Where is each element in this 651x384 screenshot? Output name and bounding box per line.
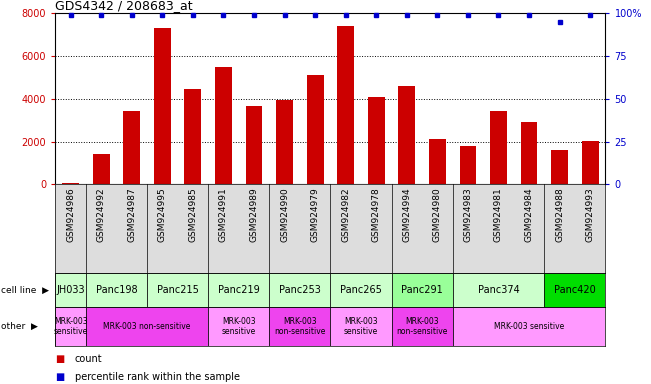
Text: GSM924988: GSM924988 xyxy=(555,187,564,242)
Text: Panc253: Panc253 xyxy=(279,285,321,295)
Bar xyxy=(368,97,385,184)
Bar xyxy=(245,106,262,184)
Text: JH033: JH033 xyxy=(56,285,85,295)
Text: Panc420: Panc420 xyxy=(554,285,596,295)
Text: Panc291: Panc291 xyxy=(401,285,443,295)
Bar xyxy=(452,307,605,346)
Text: Panc215: Panc215 xyxy=(157,285,199,295)
Text: MRK-003
sensitive: MRK-003 sensitive xyxy=(221,317,256,336)
Text: GSM924984: GSM924984 xyxy=(525,187,534,242)
Text: Panc198: Panc198 xyxy=(96,285,137,295)
Text: count: count xyxy=(75,354,102,364)
Bar xyxy=(86,273,147,307)
Text: GSM924985: GSM924985 xyxy=(188,187,197,242)
Text: ■: ■ xyxy=(55,354,64,364)
Bar xyxy=(208,307,270,346)
Bar xyxy=(55,273,86,307)
Bar xyxy=(154,28,171,184)
Bar xyxy=(391,273,452,307)
Bar xyxy=(398,86,415,184)
Text: MRK-003
non-sensitive: MRK-003 non-sensitive xyxy=(274,317,326,336)
Bar xyxy=(391,307,452,346)
Bar xyxy=(270,307,331,346)
Bar xyxy=(123,111,140,184)
Bar xyxy=(62,183,79,184)
Bar xyxy=(208,273,270,307)
Bar xyxy=(147,273,208,307)
Text: GSM924978: GSM924978 xyxy=(372,187,381,242)
Text: GSM924990: GSM924990 xyxy=(280,187,289,242)
Text: GSM924989: GSM924989 xyxy=(249,187,258,242)
Bar xyxy=(331,273,391,307)
Text: GSM924994: GSM924994 xyxy=(402,187,411,242)
Text: GSM924992: GSM924992 xyxy=(97,187,105,242)
Bar xyxy=(55,307,86,346)
Text: MRK-003
non-sensitive: MRK-003 non-sensitive xyxy=(396,317,448,336)
Text: MRK-003
sensitive: MRK-003 sensitive xyxy=(344,317,378,336)
Bar xyxy=(270,273,331,307)
Text: ■: ■ xyxy=(55,372,64,382)
Text: MRK-003 non-sensitive: MRK-003 non-sensitive xyxy=(104,322,191,331)
Bar xyxy=(331,307,391,346)
Bar xyxy=(337,26,354,184)
Text: GDS4342 / 208683_at: GDS4342 / 208683_at xyxy=(55,0,193,12)
Bar xyxy=(184,89,201,184)
Bar xyxy=(452,273,544,307)
Text: Panc374: Panc374 xyxy=(478,285,519,295)
Text: MRK-003 sensitive: MRK-003 sensitive xyxy=(494,322,564,331)
Bar xyxy=(93,154,109,184)
Text: other  ▶: other ▶ xyxy=(1,322,38,331)
Bar xyxy=(86,307,208,346)
Text: cell line  ▶: cell line ▶ xyxy=(1,285,49,295)
Bar xyxy=(582,141,598,184)
Text: GSM924993: GSM924993 xyxy=(586,187,594,242)
Text: Panc265: Panc265 xyxy=(340,285,382,295)
Text: GSM924980: GSM924980 xyxy=(433,187,442,242)
Bar xyxy=(521,122,538,184)
Bar xyxy=(215,67,232,184)
Bar xyxy=(307,75,324,184)
Text: GSM924987: GSM924987 xyxy=(127,187,136,242)
Text: GSM924983: GSM924983 xyxy=(464,187,473,242)
Bar xyxy=(544,273,605,307)
Bar xyxy=(276,100,293,184)
Text: GSM924991: GSM924991 xyxy=(219,187,228,242)
Text: MRK-003
sensitive: MRK-003 sensitive xyxy=(53,317,88,336)
Bar xyxy=(490,111,507,184)
Bar xyxy=(429,139,446,184)
Text: GSM924995: GSM924995 xyxy=(158,187,167,242)
Text: Panc219: Panc219 xyxy=(218,285,260,295)
Text: GSM924981: GSM924981 xyxy=(494,187,503,242)
Text: GSM924982: GSM924982 xyxy=(341,187,350,242)
Bar xyxy=(551,150,568,184)
Text: percentile rank within the sample: percentile rank within the sample xyxy=(75,372,240,382)
Text: GSM924986: GSM924986 xyxy=(66,187,75,242)
Bar xyxy=(460,146,477,184)
Text: GSM924979: GSM924979 xyxy=(311,187,320,242)
